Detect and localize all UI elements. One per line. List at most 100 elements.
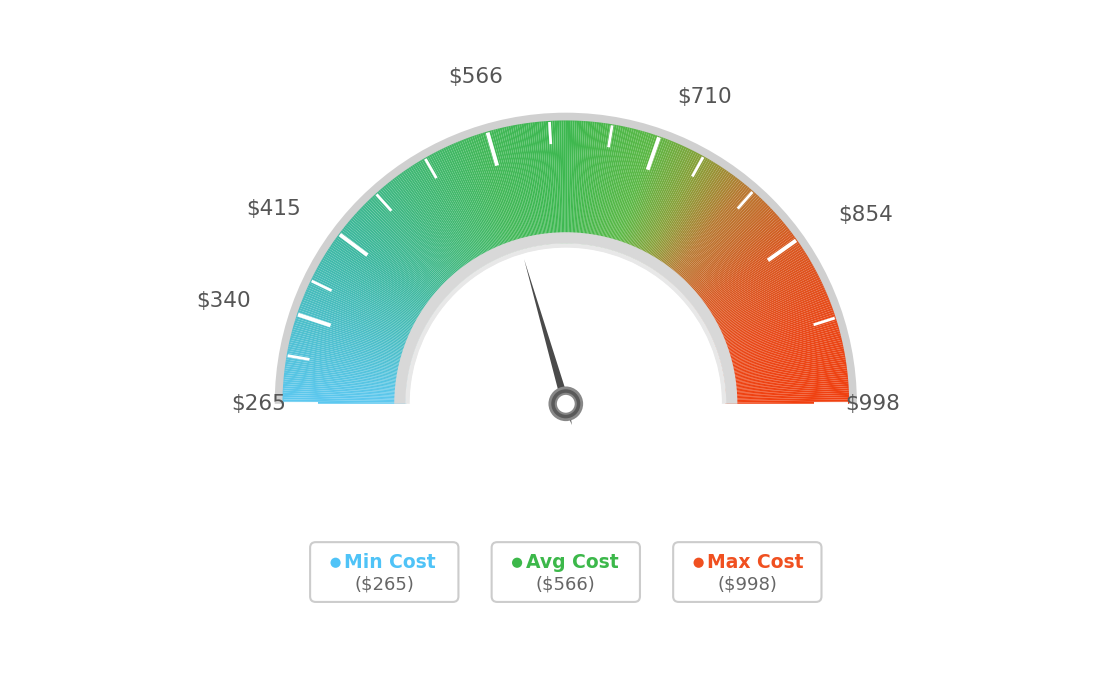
Bar xyxy=(406,404,725,614)
Wedge shape xyxy=(666,183,745,280)
Wedge shape xyxy=(561,121,564,244)
Text: Max Cost: Max Cost xyxy=(708,553,804,572)
Wedge shape xyxy=(647,160,712,267)
Wedge shape xyxy=(403,170,475,273)
Wedge shape xyxy=(694,235,795,310)
Wedge shape xyxy=(617,136,660,253)
Wedge shape xyxy=(723,364,847,382)
Wedge shape xyxy=(285,366,407,384)
Wedge shape xyxy=(654,167,723,271)
Wedge shape xyxy=(724,373,848,388)
Wedge shape xyxy=(696,239,797,312)
Wedge shape xyxy=(574,121,584,245)
Wedge shape xyxy=(328,248,433,317)
Wedge shape xyxy=(414,164,481,269)
Wedge shape xyxy=(703,259,810,324)
Wedge shape xyxy=(627,142,677,257)
Wedge shape xyxy=(344,225,443,304)
Wedge shape xyxy=(688,221,784,302)
Polygon shape xyxy=(524,259,572,425)
Wedge shape xyxy=(304,293,420,343)
Wedge shape xyxy=(485,132,521,251)
Wedge shape xyxy=(389,181,467,279)
Wedge shape xyxy=(665,181,743,279)
Wedge shape xyxy=(714,299,830,346)
Wedge shape xyxy=(283,395,406,400)
Wedge shape xyxy=(576,121,586,245)
Wedge shape xyxy=(626,141,675,257)
Wedge shape xyxy=(395,176,471,276)
Wedge shape xyxy=(612,132,649,251)
Wedge shape xyxy=(284,375,407,388)
Wedge shape xyxy=(675,196,760,288)
Wedge shape xyxy=(482,132,520,251)
Wedge shape xyxy=(712,291,827,342)
Wedge shape xyxy=(353,215,447,298)
Wedge shape xyxy=(578,121,591,245)
Wedge shape xyxy=(346,223,443,303)
Wedge shape xyxy=(394,177,470,277)
Wedge shape xyxy=(676,199,763,289)
Wedge shape xyxy=(382,187,464,283)
Text: Avg Cost: Avg Cost xyxy=(526,553,618,572)
Wedge shape xyxy=(604,129,636,249)
Wedge shape xyxy=(298,310,415,352)
Wedge shape xyxy=(724,382,849,393)
Wedge shape xyxy=(628,143,678,257)
Wedge shape xyxy=(397,175,473,275)
Wedge shape xyxy=(691,228,789,306)
Wedge shape xyxy=(372,196,457,288)
Wedge shape xyxy=(637,150,694,262)
Wedge shape xyxy=(599,127,627,248)
Wedge shape xyxy=(723,362,847,382)
Wedge shape xyxy=(702,257,809,323)
Wedge shape xyxy=(725,384,849,394)
Wedge shape xyxy=(437,150,495,262)
Wedge shape xyxy=(607,130,640,250)
Wedge shape xyxy=(704,266,814,327)
Wedge shape xyxy=(487,131,522,250)
Wedge shape xyxy=(619,137,664,254)
Wedge shape xyxy=(308,285,421,338)
Wedge shape xyxy=(690,226,788,305)
Wedge shape xyxy=(675,197,762,288)
Wedge shape xyxy=(567,121,571,244)
Wedge shape xyxy=(336,237,437,311)
Wedge shape xyxy=(493,129,527,250)
Wedge shape xyxy=(379,190,461,284)
Wedge shape xyxy=(314,273,424,331)
Wedge shape xyxy=(502,127,531,248)
Wedge shape xyxy=(329,246,433,316)
FancyBboxPatch shape xyxy=(310,542,458,602)
Wedge shape xyxy=(480,133,519,252)
Wedge shape xyxy=(350,218,445,300)
Wedge shape xyxy=(692,232,793,308)
Wedge shape xyxy=(291,329,412,363)
Text: $265: $265 xyxy=(232,394,286,414)
Wedge shape xyxy=(354,213,448,297)
Wedge shape xyxy=(668,187,750,283)
Wedge shape xyxy=(275,112,857,404)
Wedge shape xyxy=(412,164,480,270)
Wedge shape xyxy=(693,234,794,309)
Wedge shape xyxy=(721,342,842,371)
FancyBboxPatch shape xyxy=(673,542,821,602)
Wedge shape xyxy=(677,200,765,290)
Wedge shape xyxy=(318,266,427,327)
Wedge shape xyxy=(709,277,820,334)
Wedge shape xyxy=(326,252,432,319)
Wedge shape xyxy=(660,176,736,276)
Wedge shape xyxy=(283,386,406,395)
Wedge shape xyxy=(340,230,439,307)
Wedge shape xyxy=(283,397,406,402)
Wedge shape xyxy=(573,121,582,245)
Wedge shape xyxy=(392,179,469,278)
Polygon shape xyxy=(563,403,572,425)
Wedge shape xyxy=(321,259,428,324)
Wedge shape xyxy=(433,152,492,263)
Wedge shape xyxy=(722,348,845,374)
Wedge shape xyxy=(514,125,539,247)
Wedge shape xyxy=(288,344,410,371)
Wedge shape xyxy=(715,306,832,350)
Wedge shape xyxy=(598,126,626,248)
